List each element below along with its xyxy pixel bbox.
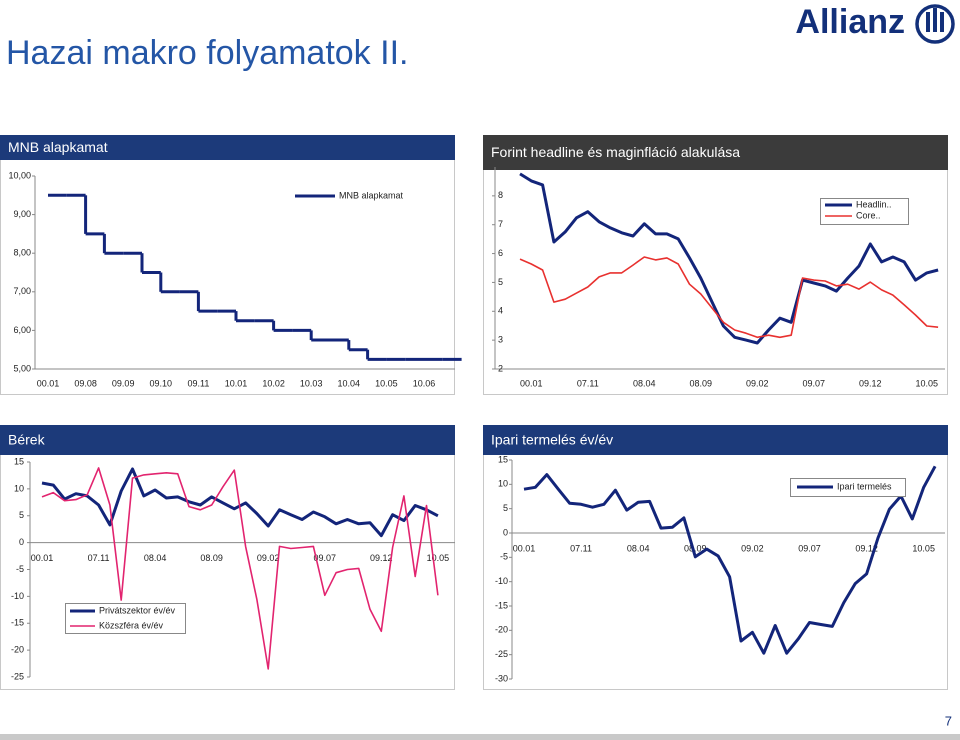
x-tick-label: 09.12 <box>855 543 878 553</box>
chart-title: MNB alapkamat <box>8 139 108 155</box>
x-tick-label: 07.11 <box>88 553 110 563</box>
x-tick-label: 10.04 <box>338 378 361 388</box>
x-tick-label: 10.02 <box>262 378 285 388</box>
y-tick-label: -30 <box>495 673 508 683</box>
x-tick-label: 09.09 <box>112 378 135 388</box>
y-tick-label: 3 <box>498 335 503 345</box>
legend-label: Ipari termelés <box>837 481 892 491</box>
legend-label: Közszféra év/év <box>99 620 164 630</box>
legend-box <box>65 603 186 634</box>
x-tick-label: 00.01 <box>37 378 60 388</box>
chart-panel <box>483 425 948 690</box>
chart-panel <box>483 135 948 395</box>
chart-header <box>0 425 455 455</box>
legend-label: Headlin.. <box>856 199 892 209</box>
y-tick-label: -15 <box>495 600 508 610</box>
y-tick-label: -15 <box>11 618 24 628</box>
y-tick-label: 7 <box>498 219 503 229</box>
x-tick-label: 10.03 <box>300 378 323 388</box>
chart-title: Bérek <box>8 432 46 448</box>
page-number: 7 <box>945 713 952 728</box>
chart-title: Ipari termelés év/év <box>491 432 613 448</box>
y-tick-label: 5 <box>503 503 508 513</box>
y-tick-label: 15 <box>498 454 508 464</box>
chart-header <box>483 135 948 170</box>
y-tick-label: 5,00 <box>13 363 31 373</box>
x-tick-label: 08.09 <box>200 553 223 563</box>
x-tick-label: 09.02 <box>741 543 764 553</box>
x-tick-label: 09.02 <box>746 378 769 388</box>
x-tick-label: 09.07 <box>803 378 826 388</box>
x-tick-label: 08.09 <box>690 378 713 388</box>
x-tick-label: 09.07 <box>313 553 336 563</box>
y-tick-label: 4 <box>498 306 503 316</box>
x-tick-label: 00.01 <box>513 543 536 553</box>
y-tick-label: -10 <box>11 591 24 601</box>
x-tick-label: 08.04 <box>144 553 167 563</box>
x-tick-label: 09.07 <box>798 543 821 553</box>
x-tick-label: 09.08 <box>74 378 97 388</box>
x-tick-label: 10.05 <box>375 378 398 388</box>
y-tick-label: -25 <box>11 671 24 681</box>
chart-title: Forint headline és maginfláció alakulása <box>491 144 740 160</box>
chart-panel <box>0 425 455 690</box>
footer-bar <box>0 734 960 740</box>
chart-header <box>0 135 455 160</box>
x-tick-label: 00.01 <box>31 553 54 563</box>
y-tick-label: 10 <box>498 479 508 489</box>
y-tick-label: 0 <box>19 537 24 547</box>
y-tick-label: 6,00 <box>13 325 31 335</box>
x-tick-label: 09.02 <box>257 553 280 563</box>
x-tick-label: 09.12 <box>859 378 882 388</box>
chart-header <box>483 425 948 455</box>
y-tick-label: 8,00 <box>13 248 31 258</box>
y-tick-label: -5 <box>16 564 24 574</box>
series-line <box>519 256 939 339</box>
x-tick-label: 08.09 <box>684 543 707 553</box>
x-tick-label: 10.01 <box>225 378 248 388</box>
y-tick-label: 8 <box>498 190 503 200</box>
x-tick-label: 10.05 <box>912 543 935 553</box>
y-tick-label: 6 <box>498 248 503 258</box>
chart-panel <box>0 135 455 395</box>
x-tick-label: 07.11 <box>570 543 592 553</box>
y-tick-label: 10,00 <box>8 170 31 180</box>
y-tick-label: -25 <box>495 649 508 659</box>
series-line <box>41 467 439 670</box>
legend-label: MNB alapkamat <box>339 190 404 200</box>
logo-text: Allianz <box>795 3 905 41</box>
slide-title: Hazai makro folyamatok II. <box>6 34 408 72</box>
legend-box <box>790 478 906 497</box>
legend-label: Privátszektor év/év <box>99 605 176 615</box>
x-tick-label: 07.11 <box>577 378 599 388</box>
y-tick-label: -10 <box>495 576 508 586</box>
logo-mark <box>915 4 955 44</box>
y-tick-label: 5 <box>19 510 24 520</box>
x-tick-label: 10.05 <box>916 378 939 388</box>
y-tick-label: -5 <box>500 552 508 562</box>
y-tick-label: 9,00 <box>13 209 31 219</box>
x-tick-label: 09.11 <box>187 378 209 388</box>
x-tick-label: 08.04 <box>633 378 656 388</box>
y-tick-label: -20 <box>495 625 508 635</box>
y-tick-label: 15 <box>14 456 24 466</box>
series-line <box>519 172 939 345</box>
y-tick-label: 0 <box>503 527 508 537</box>
y-tick-label: -20 <box>11 645 24 655</box>
x-tick-label: 09.10 <box>150 378 173 388</box>
y-tick-label: 7,00 <box>13 286 31 296</box>
x-tick-label: 10.06 <box>413 378 436 388</box>
x-tick-label: 00.01 <box>520 378 543 388</box>
y-tick-label: 2 <box>498 363 503 373</box>
series-line <box>523 465 937 655</box>
legend-box <box>820 198 909 225</box>
y-tick-label: 10 <box>14 483 24 493</box>
legend-label: Core.. <box>856 210 881 220</box>
x-tick-label: 08.04 <box>627 543 650 553</box>
y-tick-label: 5 <box>498 277 503 287</box>
x-tick-label: 09.12 <box>370 553 393 563</box>
x-tick-label: 10.05 <box>427 553 450 563</box>
